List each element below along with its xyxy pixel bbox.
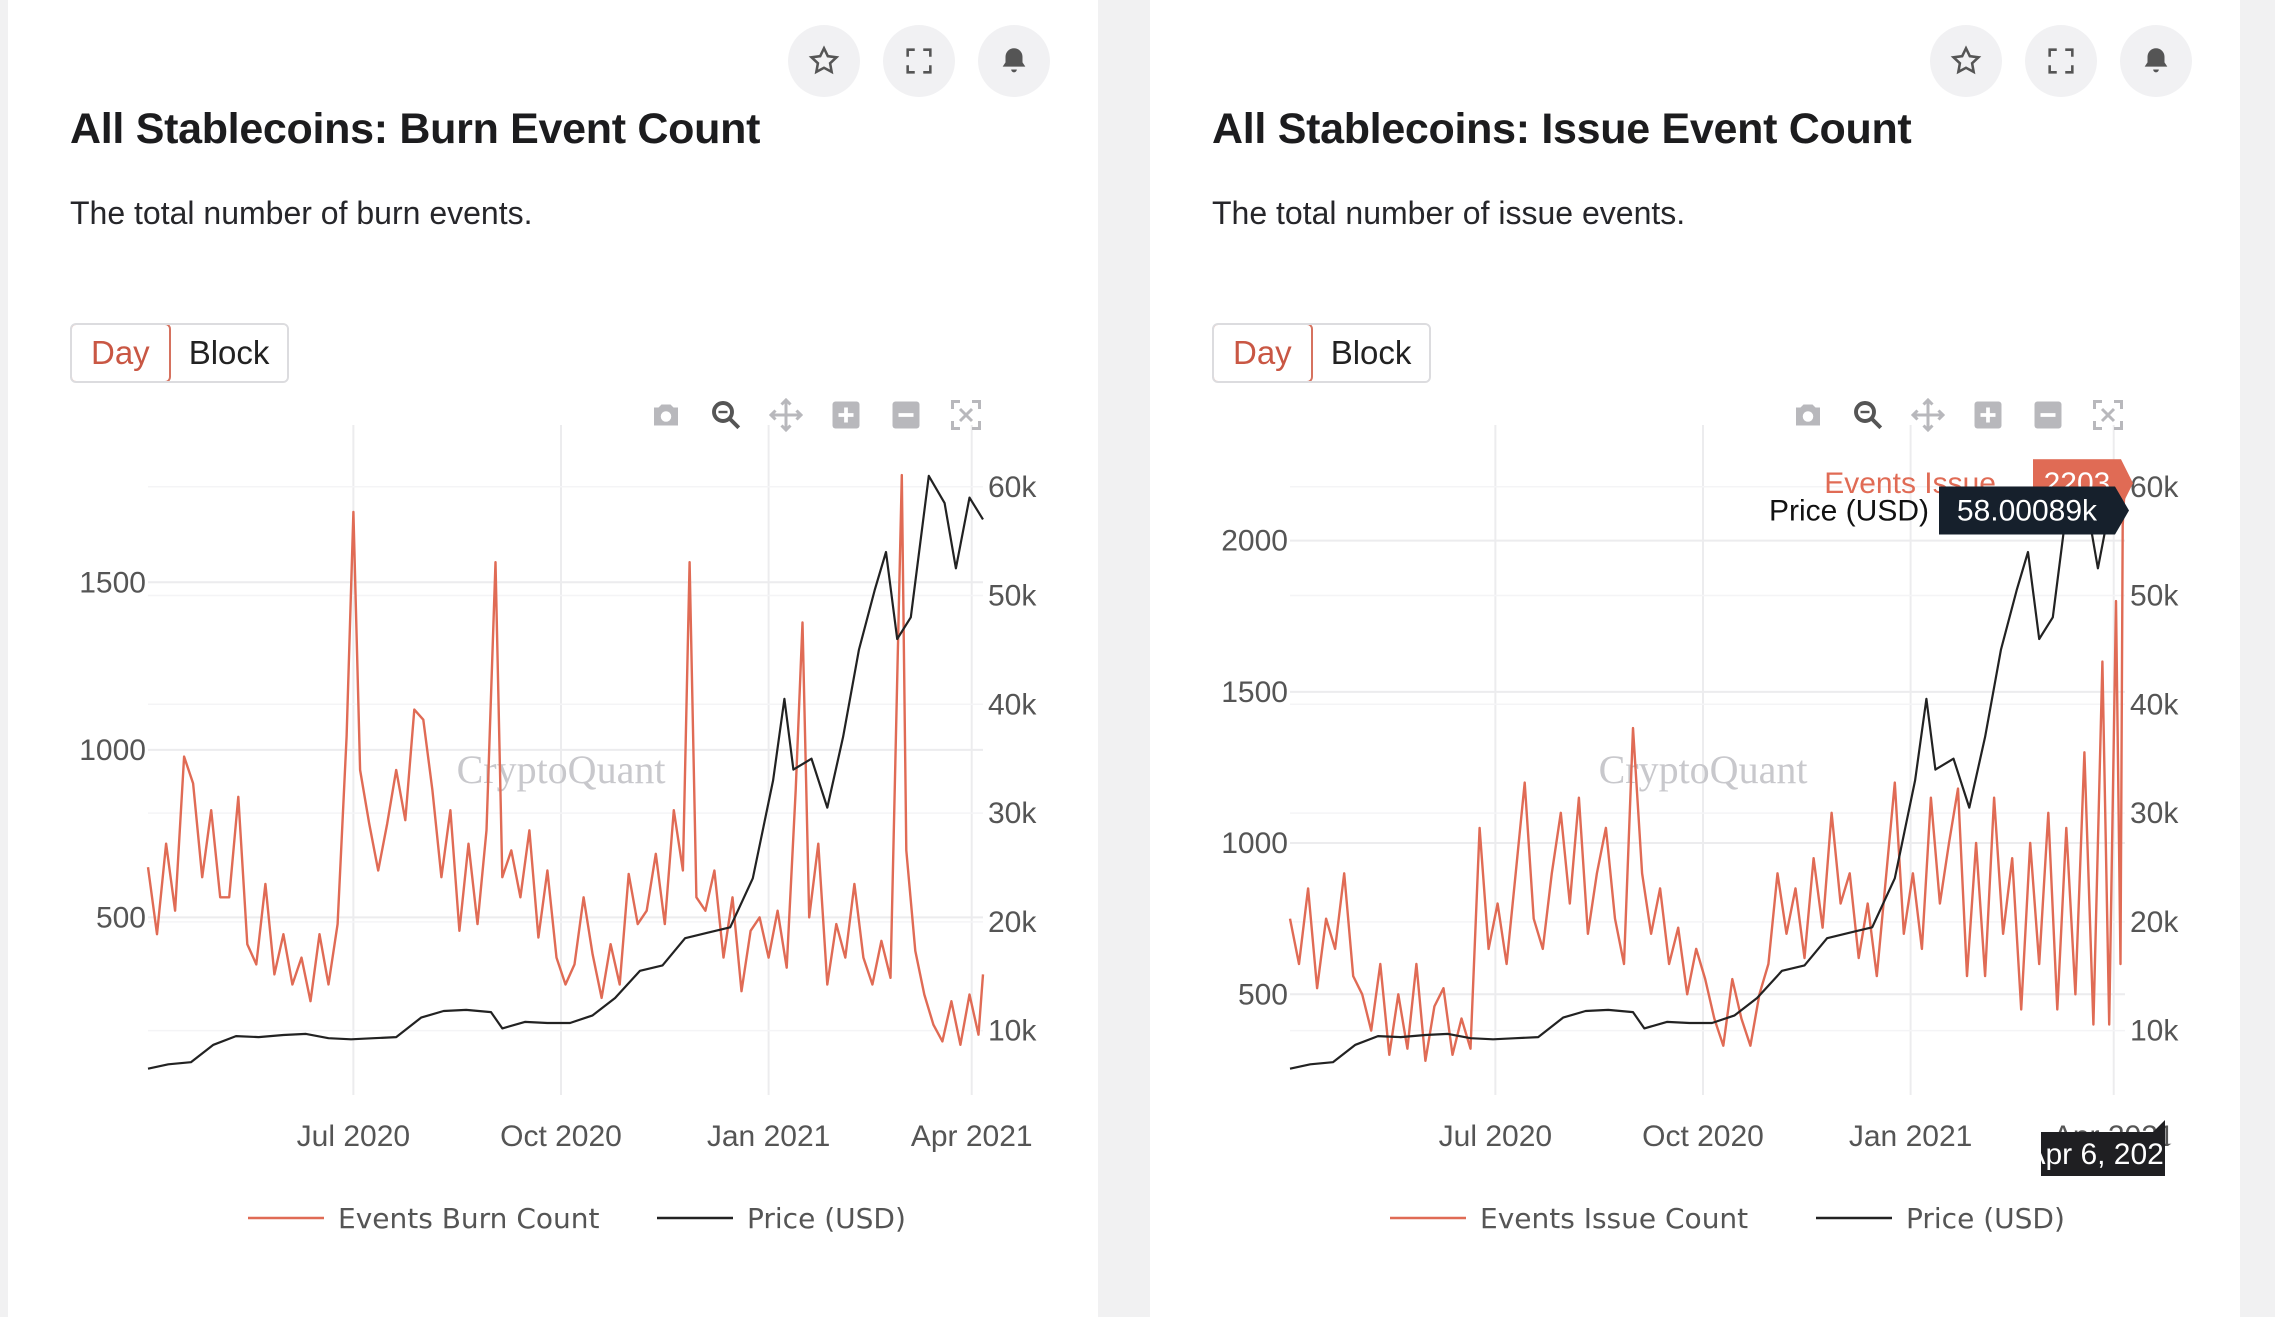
legend-label: Events Issue Count xyxy=(1480,1202,1748,1235)
y-left-tick-label: 1000 xyxy=(79,734,146,767)
price-series-line xyxy=(1289,474,2126,1070)
chart-modebar xyxy=(1778,390,2138,440)
chart-description: The total number of issue events. xyxy=(1212,195,1686,231)
x-tick-label: Oct 2020 xyxy=(1642,1120,1764,1153)
pan-button[interactable] xyxy=(1898,390,1958,440)
y-right-tick-label: 20k xyxy=(2130,906,2179,939)
camera-icon xyxy=(654,404,678,426)
y-left-tick-label: 500 xyxy=(1238,978,1288,1011)
block-toggle-button[interactable]: Block xyxy=(170,325,288,381)
fullscreen-icon xyxy=(2048,48,2074,74)
chart-legend: Events Issue Count Price (USD) xyxy=(1390,1202,2065,1235)
y-right-tick-label: 30k xyxy=(2130,797,2179,830)
x-tick-label: Jan 2021 xyxy=(707,1120,830,1153)
download-png-button[interactable] xyxy=(1778,390,1838,440)
star-button[interactable] xyxy=(1930,25,2002,97)
watermark-text: CryptoQuant xyxy=(457,747,666,792)
hover-price-label: Price (USD) xyxy=(1769,494,1929,527)
interval-toggle: Day Block xyxy=(70,323,290,383)
zoom-icon xyxy=(712,401,741,430)
price-series-line xyxy=(147,474,984,1070)
autoscale-icon xyxy=(951,400,981,430)
bell-icon xyxy=(1002,48,1026,73)
zoom-in-button[interactable] xyxy=(1958,390,2018,440)
zoom-out-icon xyxy=(2034,401,2062,429)
burn-chart: Jul 2020 Oct 2020 Jan 2021 Apr 2021 500 1000 1… xyxy=(79,425,1037,1235)
zoom-button[interactable] xyxy=(1838,390,1898,440)
y-left-tick-label: 1000 xyxy=(1221,827,1288,860)
legend-label: Events Burn Count xyxy=(338,1202,599,1235)
y-right-tick-label: 20k xyxy=(988,906,1037,939)
chart-modebar xyxy=(636,390,996,440)
zoom-out-icon xyxy=(892,401,920,429)
day-toggle-button[interactable]: Day xyxy=(72,325,171,381)
y-left-tick-label: 2000 xyxy=(1221,525,1288,558)
zoom-in-icon xyxy=(832,401,860,429)
legend-label: Price (USD) xyxy=(747,1202,906,1235)
y-right-tick-label: 60k xyxy=(988,471,1037,504)
bell-button[interactable] xyxy=(2120,25,2192,97)
pan-button[interactable] xyxy=(756,390,816,440)
star-icon xyxy=(808,45,840,75)
autoscale-button[interactable] xyxy=(2078,390,2138,440)
zoom-in-icon xyxy=(1974,401,2002,429)
chart-title: All Stablecoins: Issue Event Count xyxy=(1212,105,1912,153)
autoscale-button[interactable] xyxy=(936,390,996,440)
x-tick-label: Jan 2021 xyxy=(1849,1120,1972,1153)
y-right-tick-label: 50k xyxy=(988,580,1037,613)
pan-icon xyxy=(1910,397,1946,433)
zoom-button[interactable] xyxy=(696,390,756,440)
x-tick-label: Jul 2020 xyxy=(1439,1120,1552,1153)
download-png-button[interactable] xyxy=(636,390,696,440)
y-left-tick-label: 1500 xyxy=(79,566,146,599)
y-right-tick-label: 60k xyxy=(2130,471,2179,504)
zoom-icon xyxy=(1854,401,1883,430)
hover-event-arrow xyxy=(2121,459,2133,508)
y-right-tick-label: 10k xyxy=(988,1015,1037,1048)
bell-button[interactable] xyxy=(978,25,1050,97)
interval-toggle: Day Block xyxy=(1212,323,1432,383)
pan-icon xyxy=(768,397,804,433)
hover-price-arrow xyxy=(2115,486,2129,535)
day-toggle-button[interactable]: Day xyxy=(1214,325,1313,381)
star-button[interactable] xyxy=(788,25,860,97)
bell-icon xyxy=(2144,48,2168,73)
y-left-tick-label: 500 xyxy=(96,901,146,934)
chart-title: All Stablecoins: Burn Event Count xyxy=(70,105,761,153)
y-right-tick-label: 50k xyxy=(2130,580,2179,613)
y-right-tick-label: 40k xyxy=(2130,688,2179,721)
events-series-line xyxy=(146,473,985,1046)
autoscale-icon xyxy=(2093,400,2123,430)
hover-price-value-box xyxy=(1939,486,2115,535)
hover-date-box xyxy=(2041,1132,2165,1176)
chart-legend: Events Burn Count Price (USD) xyxy=(248,1202,906,1235)
watermark-text: CryptoQuant xyxy=(1599,747,1808,792)
x-tick-label: Jul 2020 xyxy=(297,1120,410,1153)
fullscreen-button[interactable] xyxy=(2025,25,2097,97)
hover-price-value: 58.00089k xyxy=(1957,494,2098,527)
fullscreen-button[interactable] xyxy=(883,25,955,97)
star-icon xyxy=(1950,45,1982,75)
x-tick-label: Oct 2020 xyxy=(500,1120,622,1153)
chart-card-burn: Jul 2020 Oct 2020 Jan 2021 Apr 2021 500 1000 1… xyxy=(8,0,1098,1317)
zoom-in-button[interactable] xyxy=(816,390,876,440)
camera-icon xyxy=(1796,404,1820,426)
y-right-tick-label: 30k xyxy=(988,797,1037,830)
zoom-out-button[interactable] xyxy=(876,390,936,440)
y-right-tick-label: 10k xyxy=(2130,1015,2179,1048)
hover-date-label: Apr 6, 2021 xyxy=(2025,1138,2180,1171)
zoom-out-button[interactable] xyxy=(2018,390,2078,440)
hover-date-arrow xyxy=(2153,1120,2165,1132)
x-tick-label: Apr 2021 xyxy=(911,1120,1033,1153)
y-left-tick-label: 1500 xyxy=(1221,676,1288,709)
y-right-tick-label: 40k xyxy=(988,688,1037,721)
events-series-line xyxy=(1288,479,2127,1062)
block-toggle-button[interactable]: Block xyxy=(1312,325,1430,381)
chart-description: The total number of burn events. xyxy=(70,195,533,231)
fullscreen-icon xyxy=(906,48,932,74)
legend-label: Price (USD) xyxy=(1906,1202,2065,1235)
